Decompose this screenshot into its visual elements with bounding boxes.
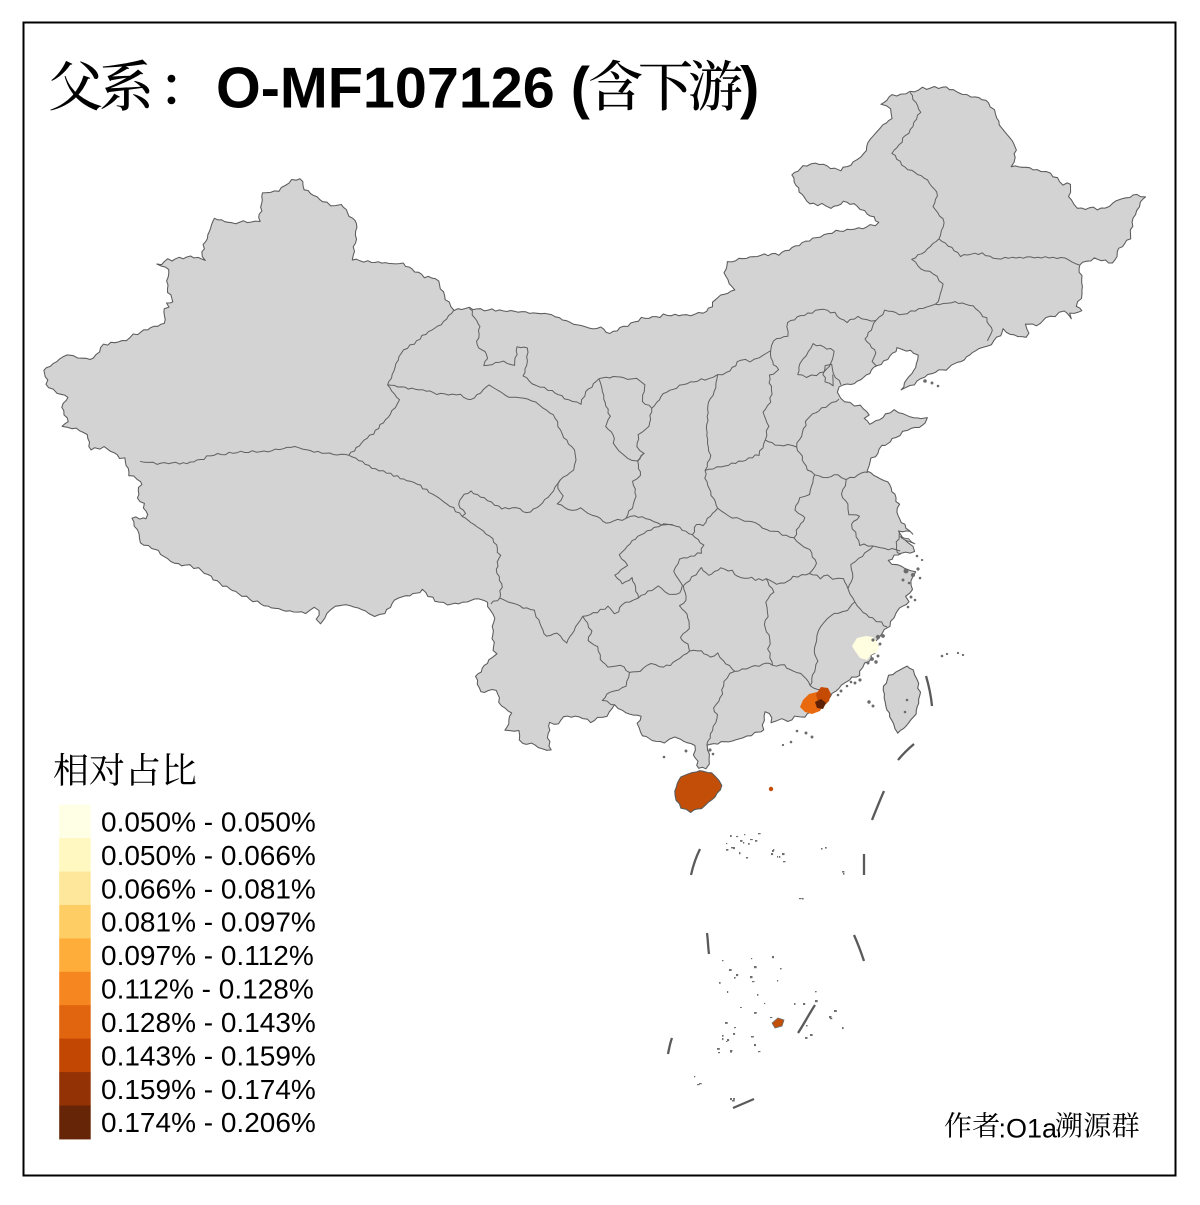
svg-text:0.050% - 0.050%: 0.050% - 0.050% <box>101 806 316 837</box>
svg-text:0.159% - 0.174%: 0.159% - 0.174% <box>101 1074 316 1105</box>
svg-text:0.174% - 0.206%: 0.174% - 0.206% <box>101 1107 316 1138</box>
svg-text:0.112% - 0.128%: 0.112% - 0.128% <box>101 974 314 1005</box>
svg-text:0.081% - 0.097%: 0.081% - 0.097% <box>101 907 316 938</box>
svg-text:O-MF107126 (: O-MF107126 ( <box>216 57 591 121</box>
svg-text::O1a: :O1a <box>999 1114 1059 1144</box>
svg-text:0.143% - 0.159%: 0.143% - 0.159% <box>101 1040 316 1071</box>
svg-text:0.050% - 0.066%: 0.050% - 0.066% <box>101 840 316 871</box>
svg-text:): ) <box>740 56 759 121</box>
svg-text:0.097% - 0.112%: 0.097% - 0.112% <box>101 940 314 971</box>
svg-text:0.128% - 0.143%: 0.128% - 0.143% <box>101 1007 316 1038</box>
svg-text:0.066% - 0.081%: 0.066% - 0.081% <box>101 873 316 904</box>
